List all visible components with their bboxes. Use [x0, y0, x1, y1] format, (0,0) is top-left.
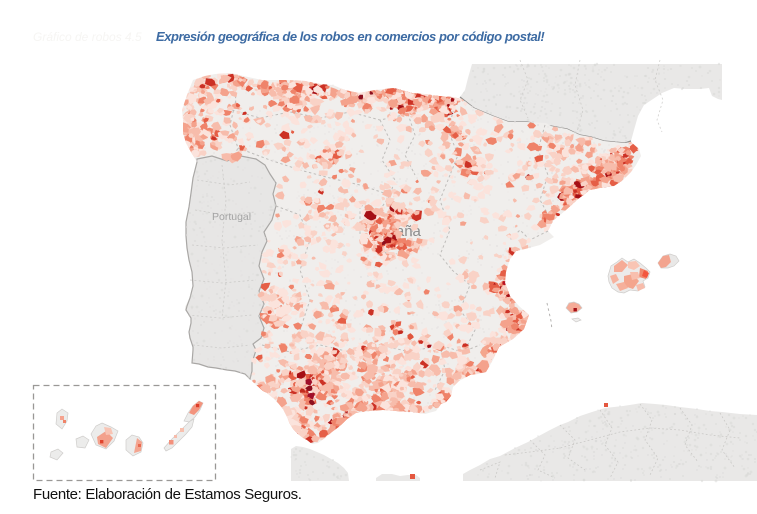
svg-text:Portugal: Portugal — [212, 211, 251, 223]
